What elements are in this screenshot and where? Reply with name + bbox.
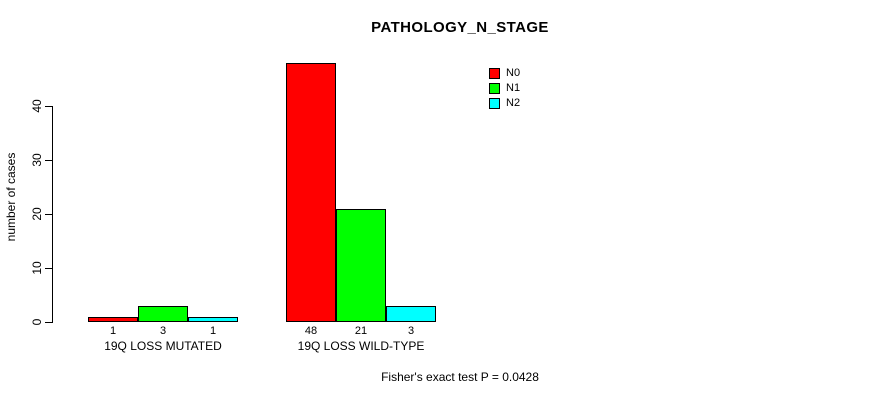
legend-item-n1: N1 [489,81,520,96]
bar-n0-group2 [286,63,336,322]
legend-swatch-n1 [489,83,500,94]
legend-swatch-n0 [489,68,500,79]
bar-n0-group1 [88,317,138,322]
y-tick-label: 10 [30,261,44,275]
y-tick-label: 30 [30,153,44,167]
y-tick-label: 40 [30,99,44,113]
y-axis-line [52,106,53,323]
y-tick-mark [45,214,52,215]
chart-title: PATHOLOGY_N_STAGE [371,19,549,36]
bar-value-label: 3 [159,325,167,337]
legend-label: N1 [506,82,521,94]
legend-label: N2 [506,97,521,109]
bar-value-label: 21 [354,325,368,337]
bar-n2-group2 [386,306,436,322]
y-tick-mark [45,106,52,107]
y-tick-mark [45,322,52,323]
bar-n1-group1 [138,306,188,322]
legend-swatch-n2 [489,98,500,109]
category-label: 19Q LOSS WILD-TYPE [297,339,425,353]
legend-item-n2: N2 [489,96,520,111]
bar-value-label: 1 [209,325,217,337]
y-tick-label: 0 [30,318,44,326]
legend-label: N0 [506,67,521,79]
bar-n2-group1 [188,317,238,322]
bar-value-label: 48 [304,325,318,337]
bar-value-label: 1 [109,325,117,337]
stats-annotation: Fisher's exact test P = 0.0428 [381,370,539,384]
y-tick-mark [45,268,52,269]
legend: N0 N1 N2 [489,66,520,111]
bar-n1-group2 [336,209,386,322]
legend-item-n0: N0 [489,66,520,81]
category-label: 19Q LOSS MUTATED [104,339,222,353]
y-tick-mark [45,160,52,161]
bar-value-label: 3 [407,325,415,337]
y-axis-label: number of cases [4,152,18,242]
y-tick-label: 20 [30,207,44,221]
